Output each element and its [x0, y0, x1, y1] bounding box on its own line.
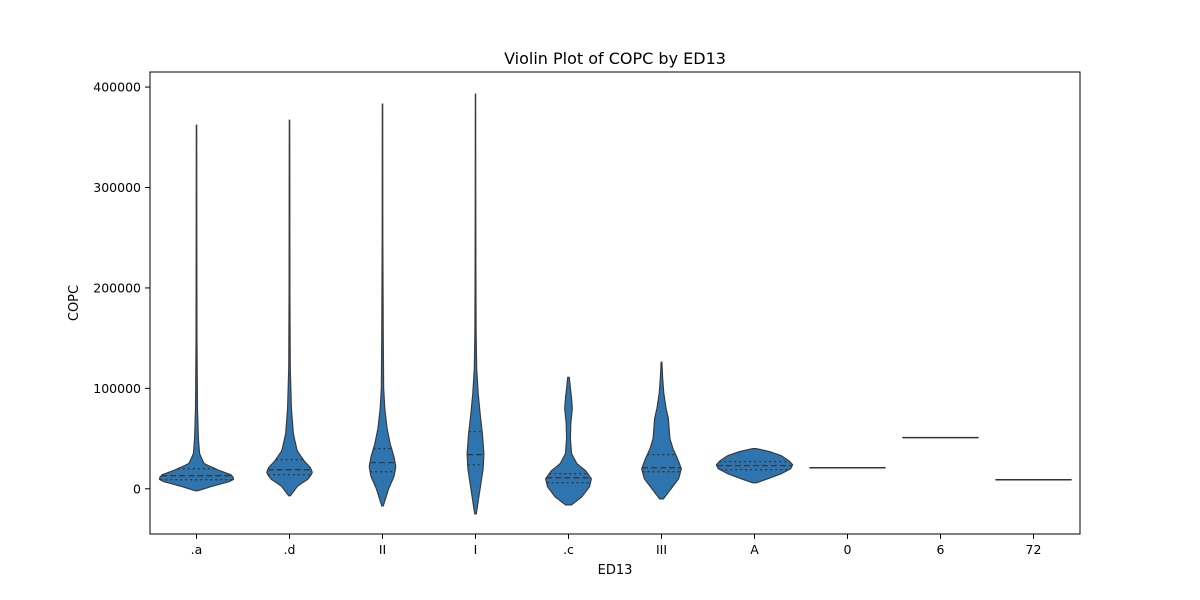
- violin-.d: [266, 119, 313, 497]
- y-tick-label: 0: [133, 481, 141, 496]
- chart-title: Violin Plot of COPC by ED13: [504, 49, 726, 68]
- x-tick-label: 6: [937, 542, 945, 557]
- plot-frame: [149, 71, 1081, 535]
- x-axis: .a .d II I .c III A 0 6 72: [191, 534, 1042, 557]
- violin-layer: [158, 93, 1072, 515]
- x-tick-label: 0: [844, 542, 852, 557]
- violin-II: [368, 103, 397, 507]
- y-axis: 0 100000 200000 300000 400000: [93, 80, 150, 496]
- x-tick-label: III: [656, 542, 667, 557]
- x-tick-label: A: [750, 542, 759, 557]
- x-tick-label: .d: [284, 542, 296, 557]
- violin-.a: [158, 124, 235, 492]
- y-tick-label: 300000: [93, 180, 141, 195]
- x-tick-label: II: [379, 542, 386, 557]
- x-tick-label: I: [474, 542, 478, 557]
- x-tick-label: .a: [191, 542, 203, 557]
- violin-III: [641, 361, 682, 500]
- x-tick-label: .c: [563, 542, 574, 557]
- y-tick-label: 400000: [93, 80, 141, 95]
- x-axis-label: ED13: [598, 563, 633, 578]
- violin-I: [466, 93, 485, 515]
- y-axis-label: COPC: [67, 285, 82, 321]
- y-tick-label: 100000: [93, 381, 141, 396]
- y-tick-label: 200000: [93, 280, 141, 295]
- x-tick-label: 72: [1026, 542, 1042, 557]
- violin-.c: [545, 376, 592, 506]
